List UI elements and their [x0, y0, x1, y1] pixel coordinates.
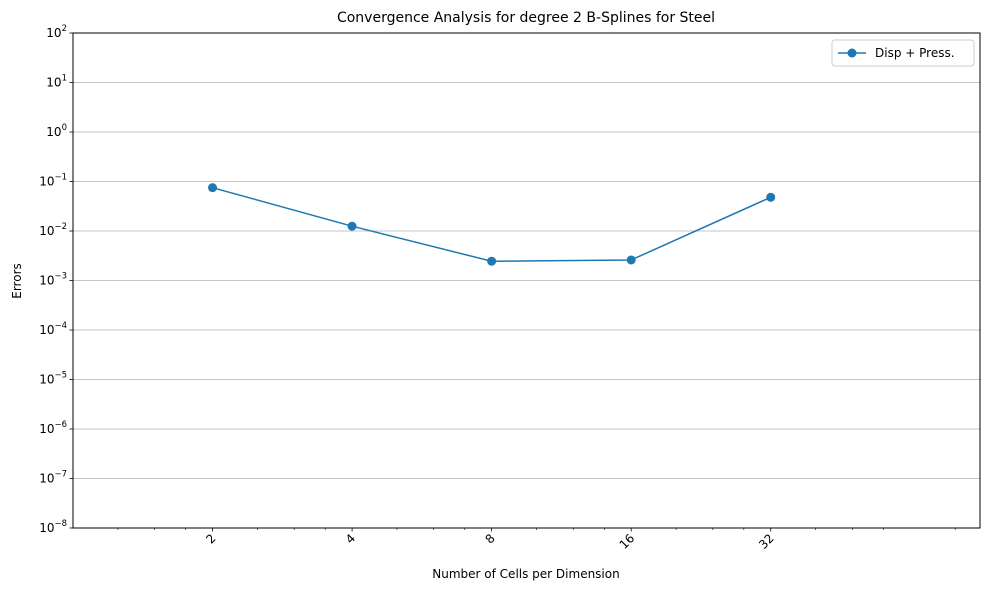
data-point: [487, 256, 497, 266]
y-tick-label: 10−3: [39, 272, 67, 288]
y-tick-label: 100: [46, 123, 67, 139]
y-axis: 10−8 10−7 10−6 10−5 10−4 10−3 10−2 10−1 100 101 10…: [39, 24, 73, 535]
y-tick-label: 10−6: [39, 420, 67, 436]
y-tick-label: 101: [46, 74, 67, 90]
y-tick-label: 10−4: [39, 321, 67, 337]
y-tick-label: 10−5: [39, 371, 67, 387]
y-tick-label: 10−8: [39, 519, 67, 535]
y-tick-label: 10−7: [39, 470, 67, 486]
x-axis-label: Number of Cells per Dimension: [432, 567, 619, 581]
legend-label: Disp + Press.: [875, 46, 955, 60]
legend-box: [831, 39, 975, 67]
y-tick-label: 10−2: [39, 222, 67, 238]
y-axis-label: Errors: [10, 263, 24, 299]
grid-lines: [73, 82, 980, 479]
y-tick-label: 10−1: [39, 173, 67, 189]
legend-marker: [847, 48, 857, 58]
data-point: [626, 255, 636, 265]
legend: Disp + Press.: [831, 39, 975, 67]
y-tick-label: 102: [46, 24, 67, 40]
chart-title: Convergence Analysis for degree 2 B-Spli…: [337, 10, 715, 26]
series-layer: [208, 183, 776, 266]
data-point: [766, 192, 776, 202]
data-point: [208, 183, 218, 193]
data-point: [347, 221, 357, 231]
